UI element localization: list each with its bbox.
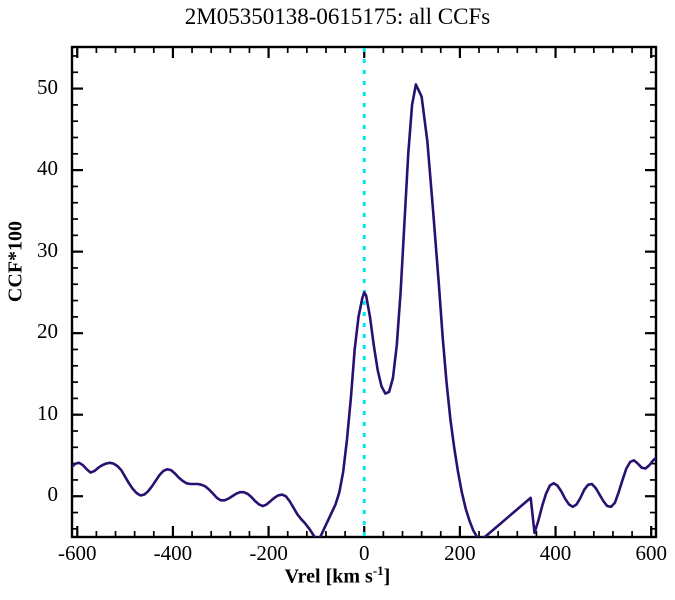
x-tick-label: 600	[635, 541, 667, 565]
x-axis-label: Vrel [km s-1]	[0, 563, 675, 589]
x-tick-label: -400	[153, 541, 193, 565]
y-tick-label: 0	[47, 482, 59, 507]
x-tick-label: 0	[358, 541, 370, 565]
x-tick-label: -200	[249, 541, 288, 565]
y-tick-label: 40	[37, 156, 58, 181]
y-tick-label: 20	[37, 319, 58, 344]
x-axis-label-main: Vrel [km s	[284, 565, 373, 588]
x-axis-label-exponent: -1	[372, 563, 384, 578]
y-tick-label: 30	[37, 237, 58, 262]
x-tick-label: 400	[539, 541, 572, 565]
x-tick-label: -600	[58, 541, 97, 565]
ccf-data-curve	[72, 83, 656, 537]
plot-title: 2M05350138-0615175: all CCFs	[184, 4, 491, 29]
x-tick-label: 200	[444, 541, 476, 565]
y-tick-label: 10	[37, 400, 58, 425]
x-axis-label-tail: ]	[383, 565, 391, 588]
y-tick-label: 50	[37, 74, 58, 99]
